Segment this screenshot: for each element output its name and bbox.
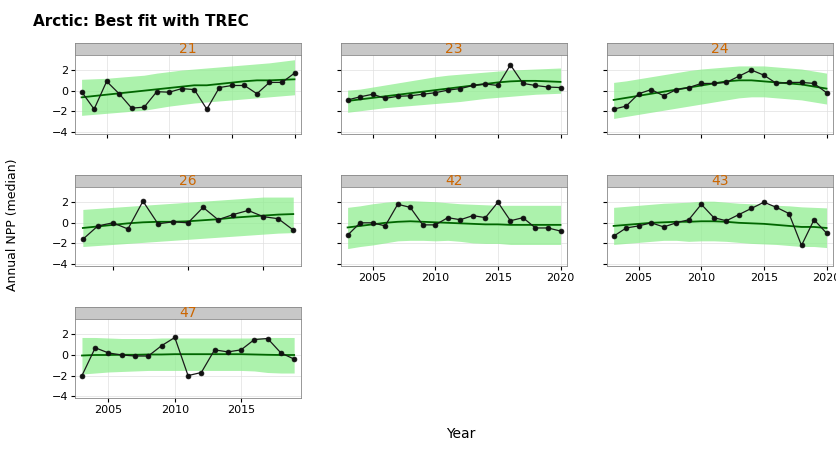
Text: 43: 43 (711, 174, 728, 188)
Text: 26: 26 (179, 174, 196, 188)
Text: Year: Year (445, 427, 475, 441)
Text: 42: 42 (445, 174, 462, 188)
Text: Arctic: Best fit with TREC: Arctic: Best fit with TREC (33, 14, 249, 28)
Text: 21: 21 (179, 42, 196, 56)
Text: 47: 47 (179, 306, 196, 320)
Text: 23: 23 (445, 42, 462, 56)
Text: Annual NPP (median): Annual NPP (median) (6, 159, 19, 291)
Text: 24: 24 (711, 42, 728, 56)
